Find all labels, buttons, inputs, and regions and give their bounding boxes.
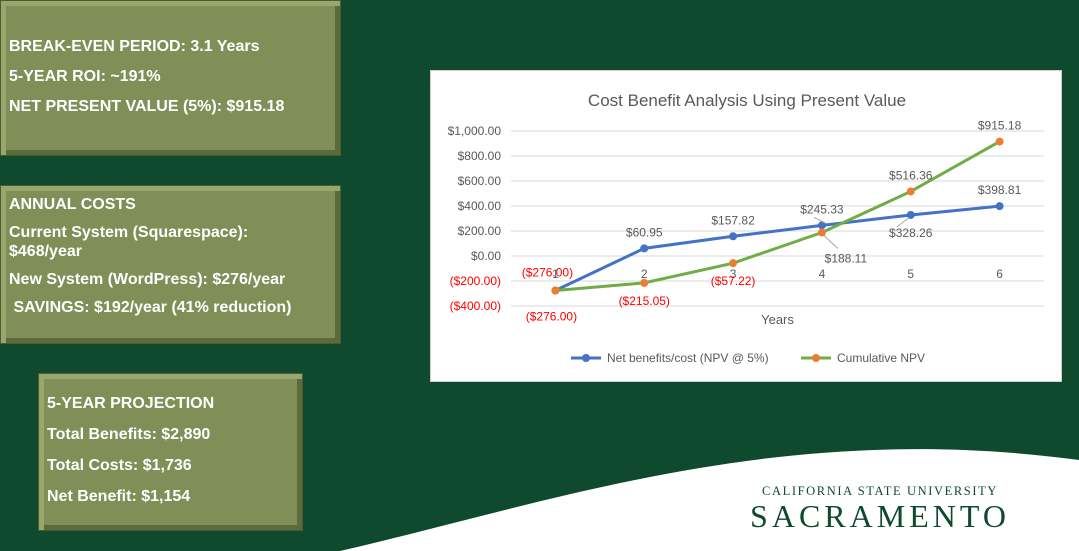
break-even-summary-box: BREAK-EVEN PERIOD: 3.1 Years 5-YEAR ROI:…	[0, 0, 341, 156]
y-tick-label: ($400.00)	[450, 299, 501, 313]
total-costs: Total Costs: $1,736	[47, 457, 192, 474]
series-line-0	[554, 204, 1000, 292]
logo-sacramento-text: SACRAMENTO	[750, 498, 1010, 534]
data-point	[906, 210, 915, 219]
projection-heading: 5-YEAR PROJECTION	[47, 395, 215, 412]
data-label: ($276.00)	[526, 310, 577, 324]
data-point	[995, 202, 1004, 211]
annual-costs-heading: ANNUAL COSTS	[9, 196, 136, 213]
y-tick-label: ($200.00)	[450, 274, 501, 288]
data-label: ($276.00)	[522, 266, 573, 280]
leader-line	[896, 217, 910, 228]
data-point	[817, 228, 826, 237]
legend-label: Cumulative NPV	[837, 351, 925, 365]
legend-label: Net benefits/cost (NPV @ 5%)	[607, 351, 769, 365]
data-point	[640, 278, 649, 287]
data-label: $915.18	[978, 119, 1022, 133]
current-system-cost: $468/year	[9, 243, 82, 260]
data-label: $157.82	[711, 213, 755, 227]
net-benefit: Net Benefit: $1,154	[47, 488, 191, 505]
net-present-value: NET PRESENT VALUE (5%): $915.18	[9, 98, 285, 115]
x-axis-label: Years	[761, 312, 794, 327]
y-tick-label: $1,000.00	[448, 124, 502, 138]
data-label: ($57.22)	[711, 274, 756, 288]
data-label: $245.33	[800, 202, 844, 216]
total-benefits: Total Benefits: $2,890	[47, 426, 211, 443]
data-point	[906, 187, 915, 196]
annual-costs-box: ANNUAL COSTS Current System (Squarespace…	[0, 185, 341, 344]
y-tick-label: $200.00	[458, 224, 502, 238]
data-label: $328.26	[889, 226, 933, 240]
data-label: $516.36	[889, 168, 933, 182]
x-tick-label: 6	[996, 267, 1003, 281]
savings: SAVINGS: $192/year (41% reduction)	[9, 299, 292, 316]
legend-marker	[812, 354, 820, 362]
data-point	[995, 137, 1004, 146]
break-even-period: BREAK-EVEN PERIOD: 3.1 Years	[9, 38, 260, 55]
cost-benefit-chart: Cost Benefit Analysis Using Present Valu…	[430, 70, 1062, 382]
legend-marker	[582, 354, 590, 362]
x-tick-label: 1	[552, 267, 559, 281]
logo-university-text: CALIFORNIA STATE UNIVERSITY	[762, 484, 998, 498]
data-label: $60.95	[626, 225, 663, 239]
csus-logo: CALIFORNIA STATE UNIVERSITY SACRAMENTO	[740, 484, 1020, 533]
data-point	[817, 221, 826, 230]
leader-line	[823, 235, 839, 249]
five-year-projection-box: 5-YEAR PROJECTION Total Benefits: $2,890…	[38, 373, 303, 531]
leader-line	[813, 216, 827, 224]
data-point	[729, 259, 738, 268]
y-tick-label: $800.00	[458, 149, 502, 163]
y-tick-label: $600.00	[458, 174, 502, 188]
x-tick-label: 2	[641, 267, 648, 281]
x-tick-label: 3	[730, 267, 737, 281]
x-tick-label: 4	[819, 267, 826, 281]
data-label: ($215.05)	[619, 294, 670, 308]
data-point	[551, 286, 560, 295]
series-line-1	[555, 140, 1001, 292]
data-point	[729, 232, 738, 241]
y-tick-label: $400.00	[458, 199, 502, 213]
white-wave	[340, 449, 1079, 551]
chart-svg: Cost Benefit Analysis Using Present Valu…	[448, 91, 1044, 365]
new-system-cost: New System (WordPress): $276/year	[9, 271, 286, 288]
data-label: $188.11	[825, 251, 868, 265]
data-point	[640, 244, 649, 253]
data-label: $398.81	[978, 183, 1022, 197]
five-year-roi: 5-YEAR ROI: ~191%	[9, 68, 161, 85]
y-tick-label: $0.00	[471, 249, 501, 263]
current-system-label: Current System (Squarespace):	[9, 224, 249, 241]
x-tick-label: 5	[907, 267, 914, 281]
chart-title: Cost Benefit Analysis Using Present Valu…	[588, 91, 906, 110]
